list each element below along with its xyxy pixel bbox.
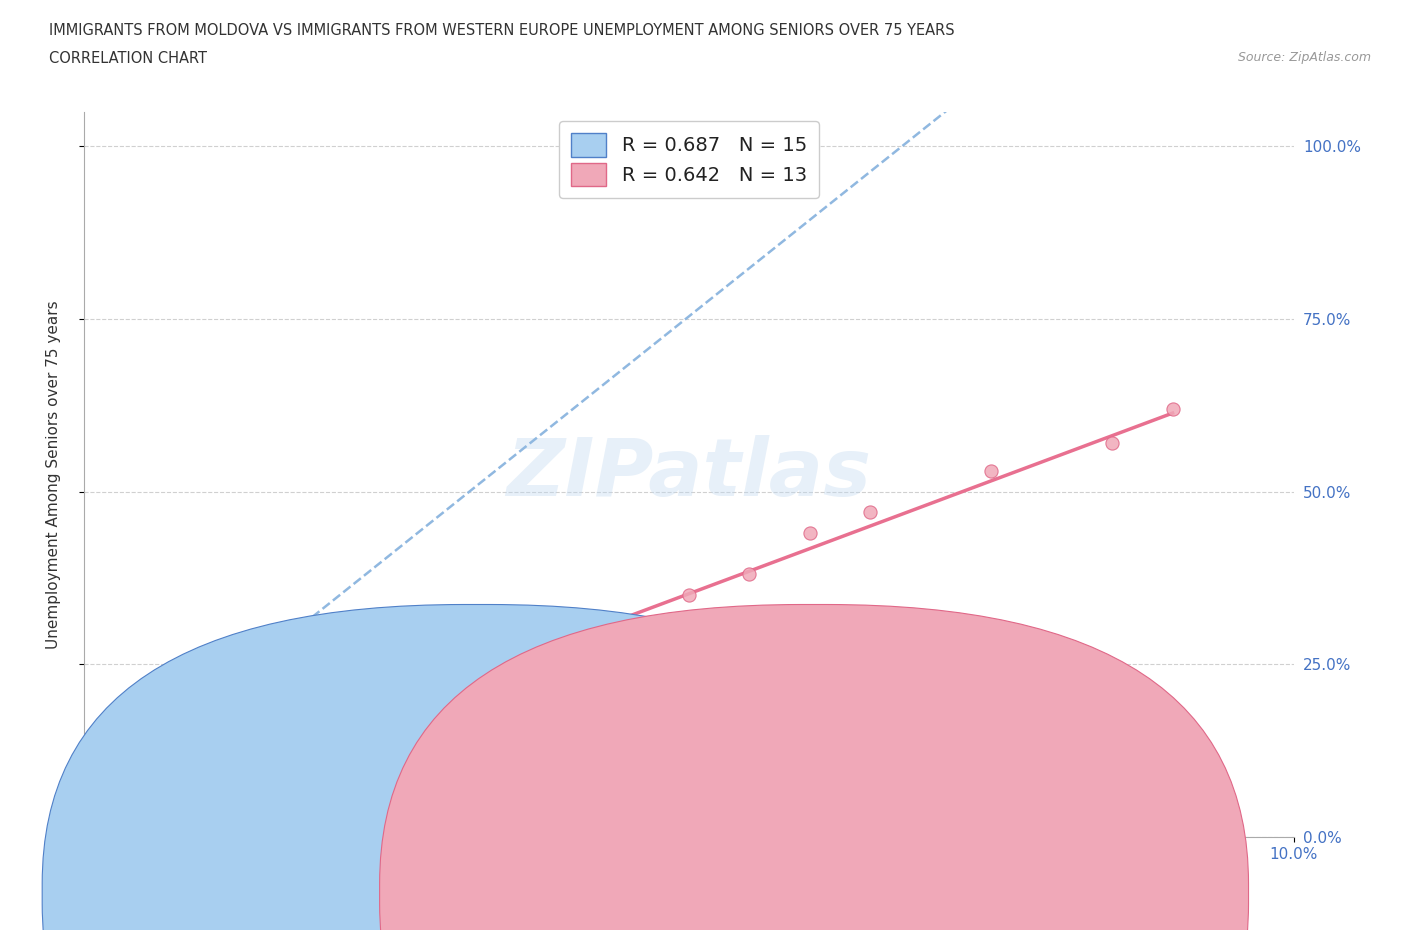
Point: [157, 712, 180, 727]
Point: [231, 678, 253, 693]
Point: [73, 802, 96, 817]
Point: [1161, 401, 1184, 416]
Point: [207, 691, 229, 706]
Point: [134, 775, 156, 790]
Point: [678, 588, 700, 603]
Point: [194, 698, 217, 713]
Point: [315, 733, 337, 748]
Point: [557, 678, 579, 693]
Point: [97, 788, 120, 803]
Point: [181, 705, 204, 720]
Text: Immigrants from Moldova: Immigrants from Moldova: [499, 885, 696, 900]
Point: [738, 567, 761, 582]
Text: Source: ZipAtlas.com: Source: ZipAtlas.com: [1237, 51, 1371, 64]
Point: [375, 705, 398, 720]
Point: [170, 712, 193, 727]
Text: ZIPatlas: ZIPatlas: [506, 435, 872, 513]
Text: IMMIGRANTS FROM MOLDOVA VS IMMIGRANTS FROM WESTERN EUROPE UNEMPLOYMENT AMONG SEN: IMMIGRANTS FROM MOLDOVA VS IMMIGRANTS FR…: [49, 23, 955, 38]
Point: [121, 739, 143, 754]
Point: [1101, 436, 1123, 451]
Point: [146, 726, 169, 741]
Legend: R = 0.687   N = 15, R = 0.642   N = 13: R = 0.687 N = 15, R = 0.642 N = 13: [560, 121, 818, 198]
Point: [97, 775, 120, 790]
Point: [110, 747, 132, 762]
Point: [86, 795, 108, 810]
Point: [194, 761, 217, 776]
Point: [980, 463, 1002, 478]
Point: [799, 525, 821, 540]
Point: [134, 733, 156, 748]
Point: [73, 802, 96, 817]
Point: [859, 505, 882, 520]
Text: Immigrants from Western Europe: Immigrants from Western Europe: [837, 885, 1091, 900]
Text: CORRELATION CHART: CORRELATION CHART: [49, 51, 207, 66]
Y-axis label: Unemployment Among Seniors over 75 years: Unemployment Among Seniors over 75 years: [46, 300, 60, 648]
Point: [110, 761, 132, 776]
